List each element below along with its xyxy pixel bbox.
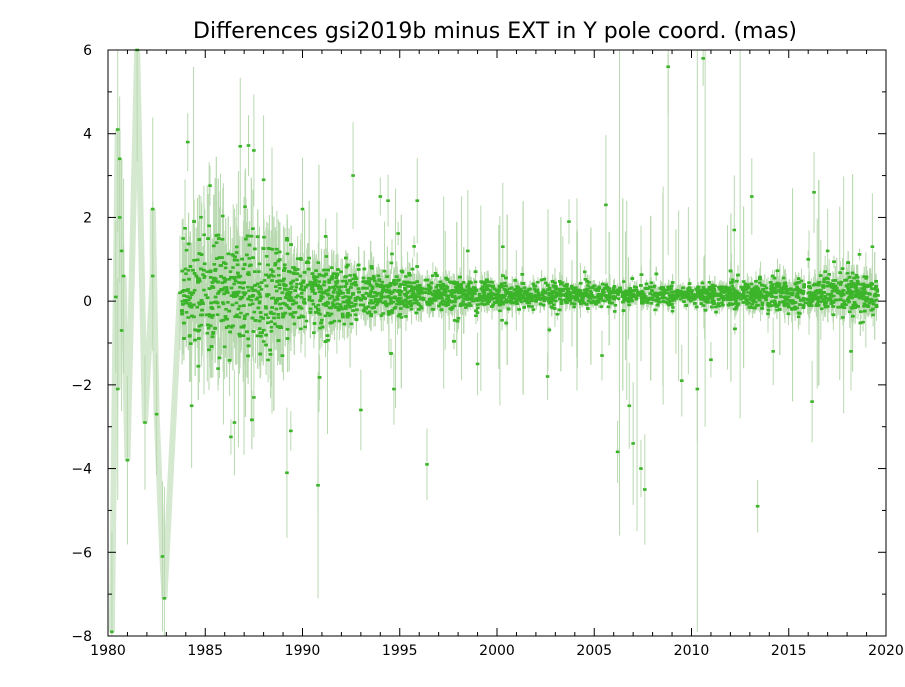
chart-title: Differences gsi2019b minus EXT in Y pole… (193, 19, 797, 44)
error-bars (108, 49, 879, 636)
